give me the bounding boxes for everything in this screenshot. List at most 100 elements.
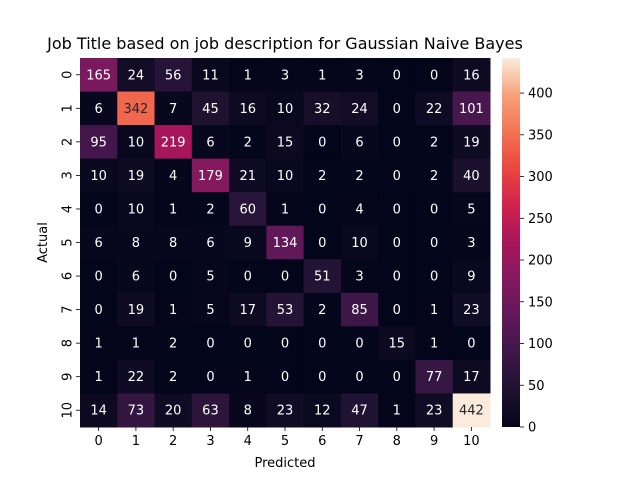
heatmap-cell [117, 125, 156, 160]
cell-value-label: 3 [355, 270, 363, 285]
colorbar [502, 58, 520, 427]
heatmap-cell [266, 91, 305, 126]
y-tick-label: 0 [61, 71, 76, 79]
heatmap-cell [452, 326, 491, 361]
colorbar-tick-label: 350 [528, 128, 553, 143]
heatmap-cell [415, 91, 454, 126]
heatmap-cell [80, 326, 118, 361]
heatmap-cell [452, 158, 491, 193]
y-tick-label: 4 [61, 205, 76, 213]
y-tick-labels: 0 1 2 3 4 5 6 7 8 9 10 [61, 71, 80, 419]
cell-value-label: 4 [169, 169, 177, 184]
heatmap-cell [266, 259, 305, 294]
heatmap-cell [415, 125, 454, 160]
cell-value-label: 8 [244, 404, 252, 419]
heatmap-cell [378, 58, 416, 93]
cell-value-label: 10 [128, 202, 145, 217]
cell-value-label: 0 [94, 202, 102, 217]
heatmap-cell [378, 91, 416, 126]
heatmap-cell [80, 359, 118, 394]
heatmap-cell [191, 326, 230, 361]
cell-value-label: 56 [165, 68, 182, 83]
cell-value-label: 0 [169, 270, 177, 285]
heatmap-cell [303, 225, 342, 260]
y-tick-label: 7 [61, 305, 76, 313]
cell-value-label: 0 [393, 169, 401, 184]
cell-value-label: 40 [463, 169, 480, 184]
heatmap-cell [340, 359, 379, 394]
heatmap-cell [117, 225, 156, 260]
cell-value-label: 8 [132, 236, 140, 251]
cell-value-label: 0 [393, 303, 401, 318]
x-tick-label: 2 [169, 434, 177, 449]
cell-value-label: 12 [314, 404, 331, 419]
cell-value-label: 0 [281, 270, 289, 285]
heatmap-cell [80, 91, 118, 126]
cell-value-label: 1 [132, 337, 140, 352]
heatmap-cell [266, 192, 305, 227]
heatmap-cell [452, 58, 491, 93]
heatmap-cell [340, 125, 379, 160]
heatmap-cell [415, 259, 454, 294]
cell-value-label: 10 [277, 169, 294, 184]
heatmap-cell [117, 58, 156, 93]
y-tick-label: 1 [61, 104, 76, 112]
x-tick-label: 9 [430, 434, 438, 449]
y-tick-label: 6 [61, 272, 76, 280]
heatmap-cell [303, 192, 342, 227]
cell-value-label: 2 [244, 135, 252, 150]
colorbar-tick-label: 100 [528, 337, 553, 352]
cell-value-label: 10 [277, 102, 294, 117]
colorbar-tick-label: 250 [528, 212, 553, 227]
heatmap-cell [378, 359, 416, 394]
cell-value-label: 10 [351, 236, 368, 251]
cell-value-label: 95 [90, 135, 107, 150]
cell-value-label: 134 [273, 236, 298, 251]
cell-value-label: 0 [393, 135, 401, 150]
chart-title: Job Title based on job description for G… [46, 34, 523, 53]
cell-value-label: 6 [132, 270, 140, 285]
heatmap-cell [229, 359, 267, 394]
cell-value-label: 16 [239, 102, 256, 117]
x-tick-labels: 0 1 2 3 4 5 6 7 8 9 10 [94, 427, 480, 449]
heatmap-cell [266, 225, 305, 260]
cell-value-label: 4 [355, 202, 363, 217]
heatmap-cell [303, 125, 342, 160]
heatmap-cell [415, 292, 454, 327]
x-tick-label: 1 [132, 434, 140, 449]
cell-value-label: 10 [90, 169, 107, 184]
y-tick-label: 5 [61, 238, 76, 246]
heatmap-cell [229, 393, 267, 428]
heatmap-cell [154, 91, 193, 126]
heatmap-cell [340, 292, 379, 327]
cell-value-label: 0 [206, 370, 214, 385]
cell-value-label: 0 [281, 370, 289, 385]
heatmap-cell [415, 359, 454, 394]
x-tick-label: 3 [206, 434, 214, 449]
cell-value-label: 2 [430, 169, 438, 184]
cell-value-label: 22 [128, 370, 145, 385]
cell-value-label: 8 [169, 236, 177, 251]
heatmap-cell [117, 192, 156, 227]
heatmap-cell [303, 393, 342, 428]
colorbar-tick-labels: 0 50 100 150 200 250 300 350 400 [520, 87, 553, 436]
heatmap-cell [154, 259, 193, 294]
heatmap-cell [117, 326, 156, 361]
cell-value-label: 442 [459, 404, 484, 419]
cell-value-label: 0 [467, 337, 475, 352]
cell-value-label: 17 [463, 370, 480, 385]
heatmap-cell [154, 58, 193, 93]
cell-value-label: 1 [169, 303, 177, 318]
cell-value-label: 1 [281, 202, 289, 217]
cell-value-label: 101 [459, 102, 484, 117]
x-tick-label: 10 [463, 434, 480, 449]
cell-value-label: 1 [94, 337, 102, 352]
heatmap-cells: 165 24 56 11 1 3 1 3 0 0 166 342 7 45 16 10 32 24 0 22 10195… [80, 58, 491, 428]
heatmap-cell [415, 58, 454, 93]
heatmap-cell [452, 225, 491, 260]
heatmap-cell [303, 292, 342, 327]
heatmap-cell [117, 292, 156, 327]
cell-value-label: 5 [206, 270, 214, 285]
cell-value-label: 0 [393, 68, 401, 83]
cell-value-label: 5 [467, 202, 475, 217]
